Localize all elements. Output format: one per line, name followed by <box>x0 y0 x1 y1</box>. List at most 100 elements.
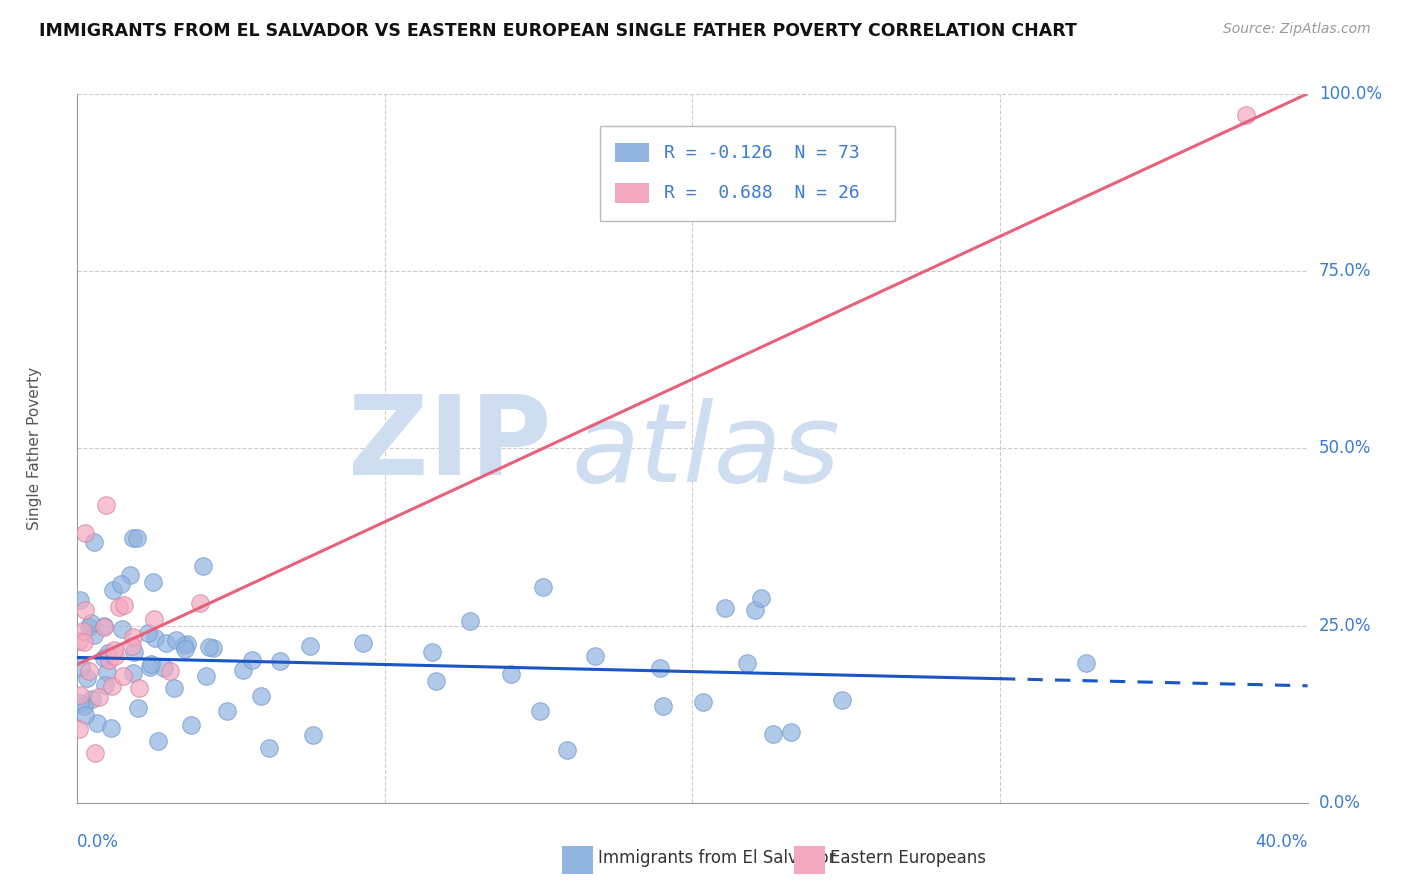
Point <box>180 718 202 732</box>
Point <box>111 622 134 636</box>
Point <box>188 596 212 610</box>
Point <box>75 526 97 541</box>
Point <box>176 637 198 651</box>
Point <box>120 568 142 582</box>
Point <box>76 671 98 685</box>
Point <box>100 721 122 735</box>
Point <box>69 688 91 702</box>
Point <box>121 666 143 681</box>
Point <box>97 653 120 667</box>
Text: IMMIGRANTS FROM EL SALVADOR VS EASTERN EUROPEAN SINGLE FATHER POVERTY CORRELATIO: IMMIGRANTS FROM EL SALVADOR VS EASTERN E… <box>39 22 1077 40</box>
Point <box>141 657 163 671</box>
Point <box>652 699 675 714</box>
Point <box>69 697 91 711</box>
Point <box>240 653 263 667</box>
Point <box>122 631 145 645</box>
Point <box>458 614 481 628</box>
Point <box>198 640 221 654</box>
Text: ZIP: ZIP <box>347 392 551 499</box>
Point <box>1234 108 1257 122</box>
Point <box>425 673 447 688</box>
Point <box>84 747 107 761</box>
Point <box>77 620 100 634</box>
Point <box>104 649 127 664</box>
Point <box>93 651 115 665</box>
Point <box>112 598 135 612</box>
Point <box>155 636 177 650</box>
FancyBboxPatch shape <box>600 126 896 221</box>
Point <box>259 740 281 755</box>
Point <box>86 716 108 731</box>
Point <box>174 642 197 657</box>
Point <box>650 661 672 675</box>
Point <box>73 707 96 722</box>
Point <box>139 659 162 673</box>
Point <box>737 656 759 670</box>
Point <box>533 580 555 594</box>
Text: Eastern Europeans: Eastern Europeans <box>830 849 986 867</box>
Point <box>173 638 195 652</box>
Point <box>780 725 803 739</box>
Point <box>67 634 90 648</box>
Point <box>1074 656 1097 670</box>
Text: R =  0.688  N = 26: R = 0.688 N = 26 <box>664 184 860 202</box>
Text: Immigrants from El Salvador: Immigrants from El Salvador <box>598 849 835 867</box>
Point <box>94 678 117 692</box>
Point <box>80 615 103 630</box>
Point <box>93 620 115 634</box>
Point <box>163 681 186 695</box>
Point <box>751 591 773 605</box>
Text: Source: ZipAtlas.com: Source: ZipAtlas.com <box>1223 22 1371 37</box>
Point <box>97 646 120 660</box>
Point <box>191 558 214 573</box>
Text: atlas: atlas <box>571 398 841 505</box>
Point <box>103 582 125 597</box>
Text: 100.0%: 100.0% <box>1319 85 1382 103</box>
Text: 25.0%: 25.0% <box>1319 616 1371 634</box>
Point <box>122 645 145 659</box>
Point <box>70 660 93 674</box>
Point <box>152 661 174 675</box>
Text: 75.0%: 75.0% <box>1319 262 1371 280</box>
Point <box>73 699 96 714</box>
Point <box>121 531 143 545</box>
Text: 40.0%: 40.0% <box>1256 833 1308 851</box>
Text: 0.0%: 0.0% <box>77 833 120 851</box>
Point <box>555 743 578 757</box>
Point <box>112 669 135 683</box>
Point <box>103 643 125 657</box>
Point <box>165 632 187 647</box>
Point <box>529 704 551 718</box>
Point <box>195 669 218 683</box>
Point <box>692 695 714 709</box>
Point <box>142 575 165 590</box>
Point <box>127 531 149 545</box>
Point <box>77 664 100 678</box>
Point <box>762 726 785 740</box>
Point <box>302 728 325 742</box>
Point <box>96 665 118 680</box>
Point <box>352 636 374 650</box>
Point <box>110 577 132 591</box>
Point <box>100 679 122 693</box>
Point <box>80 691 103 706</box>
Point <box>72 624 94 639</box>
Point <box>232 663 254 677</box>
Point <box>250 690 273 704</box>
Text: 0.0%: 0.0% <box>1319 794 1361 812</box>
Point <box>159 664 181 678</box>
Point <box>714 600 737 615</box>
Text: Single Father Poverty: Single Father Poverty <box>27 367 42 530</box>
Point <box>121 640 143 654</box>
Point <box>143 612 166 626</box>
Text: 50.0%: 50.0% <box>1319 439 1371 458</box>
Bar <box>614 143 650 162</box>
Point <box>215 705 238 719</box>
Point <box>128 681 150 695</box>
Point <box>108 599 131 614</box>
Point <box>831 693 853 707</box>
Point <box>93 619 115 633</box>
Point <box>69 592 91 607</box>
Point <box>420 645 443 659</box>
Text: R = -0.126  N = 73: R = -0.126 N = 73 <box>664 144 860 161</box>
